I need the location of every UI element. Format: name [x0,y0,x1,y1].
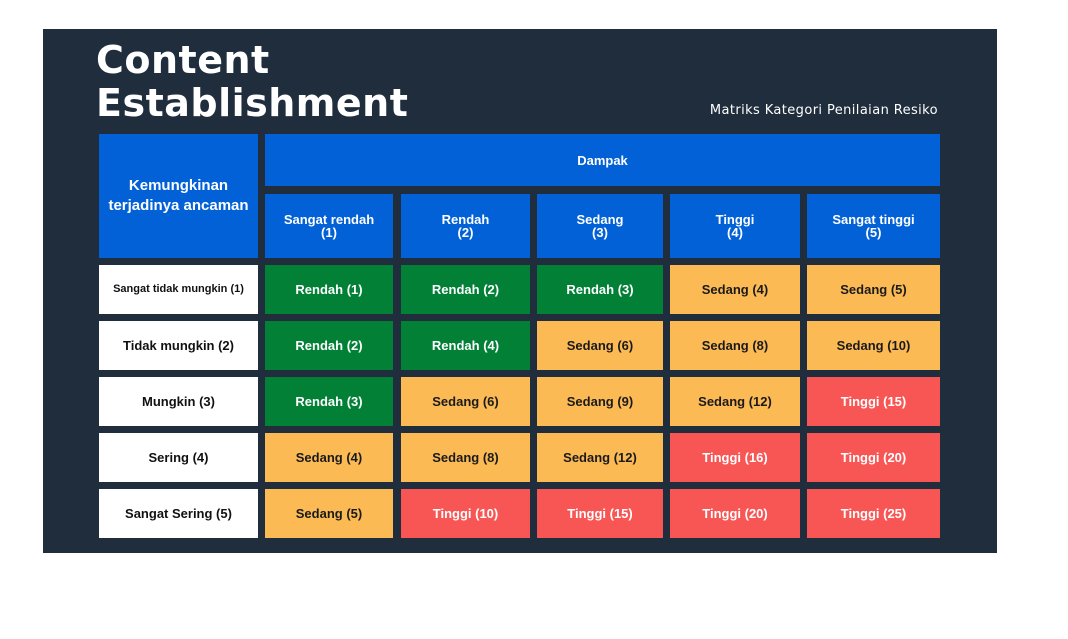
risk-cell: Sedang (5) [807,265,940,314]
corner-header: Kemungkinan terjadinya ancaman [99,134,258,258]
risk-cell: Sedang (10) [807,321,940,370]
impact-header: Dampak [265,134,940,186]
impact-column-header: Rendah (2) [401,194,530,258]
impact-level-score: (5) [865,225,882,240]
impact-level-name: Sangat tinggi [832,212,915,227]
impact-level-name: Sedang [576,212,624,227]
likelihood-row-label: Tidak mungkin (2) [99,321,258,370]
risk-cell: Tinggi (16) [670,433,800,482]
risk-cell: Rendah (2) [401,265,530,314]
risk-cell: Sedang (4) [670,265,800,314]
likelihood-row-label: Sangat tidak mungkin (1) [99,265,258,314]
risk-cell: Sedang (8) [670,321,800,370]
risk-cell: Rendah (4) [401,321,530,370]
impact-column-header: Sedang (3) [537,194,663,258]
impact-level-score: (2) [457,225,474,240]
likelihood-row-label: Mungkin (3) [99,377,258,426]
risk-cell: Sedang (6) [537,321,663,370]
title-line-1: Content [96,38,270,82]
risk-cell: Tinggi (25) [807,489,940,538]
likelihood-row-label: Sangat Sering (5) [99,489,258,538]
title-line-2: Establishment [96,81,409,125]
risk-cell: Rendah (3) [265,377,393,426]
impact-level-name: Rendah [441,212,490,227]
impact-column-header: Sangat rendah (1) [265,194,393,258]
risk-cell: Sedang (5) [265,489,393,538]
risk-cell: Tinggi (20) [670,489,800,538]
risk-cell: Tinggi (20) [807,433,940,482]
risk-cell: Sedang (4) [265,433,393,482]
impact-level-name: Tinggi [715,212,755,227]
impact-level-score: (3) [592,225,608,240]
slide: Content Establishment Matriks Kategori P… [43,29,997,553]
risk-cell: Rendah (3) [537,265,663,314]
risk-cell: Sedang (9) [537,377,663,426]
risk-cell: Tinggi (15) [537,489,663,538]
risk-cell: Tinggi (10) [401,489,530,538]
risk-cell: Sedang (8) [401,433,530,482]
risk-cell: Rendah (1) [265,265,393,314]
risk-cell: Tinggi (15) [807,377,940,426]
risk-cell: Rendah (2) [265,321,393,370]
impact-level-score: (1) [321,225,337,240]
risk-cell: Sedang (12) [537,433,663,482]
risk-cell: Sedang (6) [401,377,530,426]
impact-column-header: Tinggi (4) [670,194,800,258]
impact-column-header: Sangat tinggi (5) [807,194,940,258]
risk-cell: Sedang (12) [670,377,800,426]
impact-level-name: Sangat rendah [283,212,375,227]
page-title: Content Establishment [96,39,408,125]
subtitle: Matriks Kategori Penilaian Resiko [709,103,938,118]
likelihood-row-label: Sering (4) [99,433,258,482]
impact-level-score: (4) [727,225,743,240]
